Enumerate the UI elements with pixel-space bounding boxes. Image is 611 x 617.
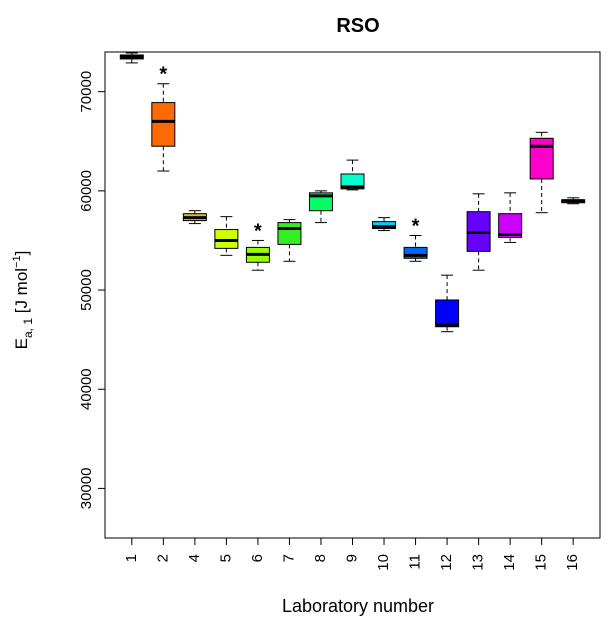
y-tick-label: 60000 [78,170,95,212]
box-iqr [403,246,428,259]
box-lab-11: * [403,215,428,262]
y-axis: 30000 40000 50000 60000 70000 [78,71,105,509]
box-lab-5 [214,216,239,256]
x-tick-label: 7 [280,554,297,562]
x-tick-label: 12 [438,554,455,571]
x-tick-label: 5 [217,554,234,562]
box-lab-9 [340,159,365,191]
x-axis-title: Laboratory number [282,596,434,616]
box-lab-14 [498,192,523,243]
x-tick-label: 13 [470,554,487,571]
y-axis-title-unit: [J mol [12,268,31,318]
box-iqr [340,173,365,190]
box-iqr [435,299,460,328]
y-axis-title: Ea, 1 [J mol−1] [11,251,35,350]
box-lab-13 [466,193,491,271]
x-tick-label: 6 [249,554,266,562]
outlier-flag: * [254,220,262,242]
chart-title: RSO [336,15,379,37]
x-tick-label: 1 [123,554,140,562]
x-tick-label: 4 [186,554,203,562]
box-lab-2: * [151,64,176,172]
y-axis-title-unit-close: ] [12,251,31,256]
box-lab-10 [372,217,397,232]
box-iqr [277,222,302,245]
boxes-group: * * * [119,52,586,333]
box-lab-7 [277,219,302,262]
x-tick-label: 8 [312,554,329,562]
x-tick-label: 16 [564,554,581,571]
box-iqr [529,137,554,180]
x-tick-label: 14 [501,554,518,571]
y-axis-title-main: E [12,338,31,349]
x-tick-label: 2 [154,554,171,562]
x-tick-label: 9 [343,554,360,562]
x-tick-label: 11 [407,554,424,570]
y-axis-title-sub: a, 1 [21,318,35,338]
y-tick-label: 70000 [78,71,95,113]
box-lab-8 [308,190,333,224]
box-lab-15 [529,131,554,214]
x-tick-label: 15 [533,554,550,571]
box-lab-1 [119,52,144,64]
x-axis: 1 2 4 5 6 7 8 9 10 11 12 13 14 15 16 [123,538,581,571]
box-lab-12 [435,274,460,333]
box-lab-4 [182,210,207,225]
y-tick-label: 40000 [78,368,95,410]
y-tick-label: 30000 [78,468,95,510]
outlier-flag: * [159,64,167,86]
box-iqr [498,213,523,238]
y-tick-label: 50000 [78,269,95,311]
box-lab-16 [561,197,586,205]
box-iqr [151,102,176,147]
x-tick-label: 10 [375,554,392,571]
y-axis-title-unit-sup: −1 [11,255,23,268]
outlier-flag: * [412,215,420,237]
box-lab-6: * [245,220,270,271]
plot-frame [104,51,601,539]
